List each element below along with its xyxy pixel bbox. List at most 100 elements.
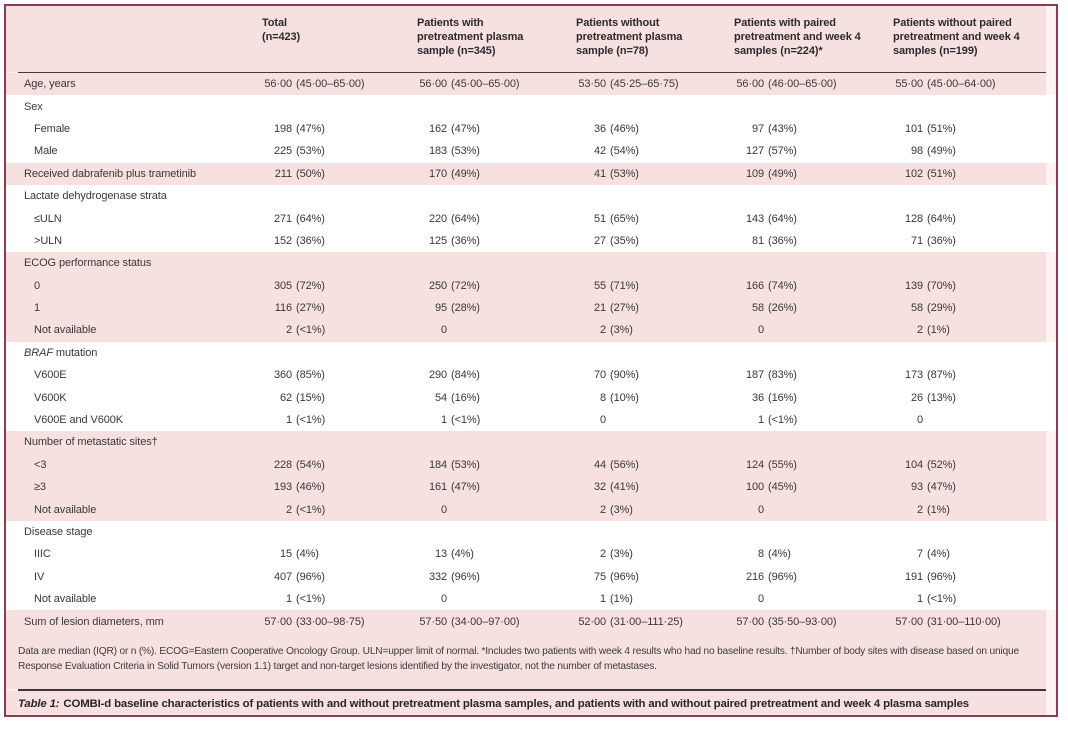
cell-value: 124 (55%)	[745, 458, 797, 471]
row-label: ≤ULN	[34, 212, 62, 225]
row-label: >ULN	[34, 234, 63, 247]
cell-value: 13 (4%)	[434, 548, 474, 561]
table-row: Not available 2 (<1%) 0 2 (3%) 0 2 (1%)	[6, 319, 1056, 342]
cell-value: 162 (47%)	[428, 122, 480, 135]
cell-value: 32 (41%)	[593, 481, 639, 494]
cell-value: 332 (96%)	[428, 570, 480, 583]
cell-value: 198 (47%)	[273, 122, 325, 135]
cell-value: 81 (36%)	[751, 234, 797, 247]
cell-value: 0	[757, 324, 764, 337]
cell-value: 1 (1%)	[599, 593, 633, 606]
cell-value: 58 (29%)	[910, 302, 956, 315]
row-label: <3	[34, 458, 47, 471]
cell-value: 250 (72%)	[428, 279, 480, 292]
cell-value: 98 (49%)	[910, 145, 956, 158]
caption-rule	[18, 688, 1046, 691]
table-row: Lactate dehydrogenase strata	[6, 184, 1056, 208]
table-row: Not available 2 (<1%) 0 2 (3%) 0 2 (1%)	[6, 498, 1056, 521]
cell-value: 93 (47%)	[910, 481, 956, 494]
row-label: Not available	[34, 324, 97, 337]
row-label: Lactate dehydrogenase strata	[24, 190, 167, 203]
cell-value: 70 (90%)	[593, 369, 639, 382]
table-row: Disease stage	[6, 520, 1056, 544]
cell-value: 56·00 (46·00–65·00)	[736, 78, 837, 91]
row-label: Male	[34, 145, 58, 158]
table-row: Age, years 56·00 (45·00–65·00) 56·00 (45·00–…	[6, 73, 1056, 96]
cell-value: 104 (52%)	[904, 458, 956, 471]
column-header-with-pretreatment: Patients with pretreatment plasma sample…	[417, 17, 524, 57]
cell-value: 2 (1%)	[916, 503, 950, 516]
cell-value: 173 (87%)	[904, 369, 956, 382]
table-row: ≤ULN 271 (64%) 220 (64%) 51 (65%) 143 (64%) 128 (6…	[6, 207, 1056, 230]
table-row: ≥3 193 (46%) 161 (47%) 32 (41%) 100 (45%) 93 (47%)	[6, 476, 1056, 499]
table-row: V600E and V600K 1 (<1%) 1 (<1%) 0 1 (<1%) 0	[6, 408, 1056, 432]
cell-value: 1 (<1%)	[440, 414, 481, 427]
row-label: Not available	[34, 503, 97, 516]
table-body: Age, years 56·00 (45·00–65·00) 56·00 (45·00–…	[6, 73, 1056, 633]
row-label: ≥3	[34, 481, 46, 494]
cell-value: 2 (3%)	[599, 548, 633, 561]
cell-value: 228 (54%)	[273, 458, 325, 471]
row-label: Disease stage	[24, 526, 93, 538]
row-label: IIIC	[34, 548, 51, 561]
cell-value: 305 (72%)	[273, 279, 325, 292]
cell-value: 21 (27%)	[593, 302, 639, 315]
cell-value: 225 (53%)	[273, 145, 325, 158]
cell-value: 58 (26%)	[751, 302, 797, 315]
row-label: Sum of lesion diameters, mm	[24, 615, 164, 628]
row-label: 0	[34, 279, 41, 292]
cell-value: 71 (36%)	[910, 234, 956, 247]
table-frame: Total (n=423) Patients with pretreatment…	[4, 4, 1058, 717]
cell-value: 26 (13%)	[910, 391, 956, 404]
cell-value: 184 (53%)	[428, 458, 480, 471]
cell-value: 62 (15%)	[279, 391, 325, 404]
cell-value: 161 (47%)	[428, 481, 480, 494]
table-row: Male 225 (53%) 183 (53%) 42 (54%) 127 (57%) 98 (49…	[6, 140, 1056, 163]
cell-value: 57·00 (35·50–93·00)	[736, 615, 837, 628]
table-row: V600K 62 (15%) 54 (16%) 8 (10%) 36 (16%) 26 (13%)	[6, 386, 1056, 409]
cell-value: 100 (45%)	[745, 481, 797, 494]
column-header-without-paired: Patients without paired pretreatment and…	[893, 17, 1020, 57]
cell-value: 55·00 (45·00–64·00)	[895, 78, 996, 91]
cell-value: 75 (96%)	[593, 570, 639, 583]
column-header-with-paired: Patients with paired pretreatment and we…	[734, 17, 861, 57]
cell-value: 41 (53%)	[593, 167, 639, 180]
cell-value: 95 (28%)	[434, 302, 480, 315]
cell-value: 53·50 (45·25–65·75)	[578, 78, 679, 91]
row-label: IV	[34, 570, 45, 583]
cell-value: 97 (43%)	[751, 122, 797, 135]
cell-value: 143 (64%)	[745, 212, 797, 225]
row-label: ECOG performance status	[24, 257, 152, 270]
row-label: BRAF mutation	[24, 346, 98, 359]
cell-value: 183 (53%)	[428, 145, 480, 158]
cell-value: 127 (57%)	[745, 145, 797, 158]
cell-value: 55 (71%)	[593, 279, 639, 292]
row-label: Received dabrafenib plus trametinib	[24, 167, 196, 180]
table-row: IV 407 (96%) 332 (96%) 75 (96%) 216 (96%) 191 (96%…	[6, 565, 1056, 588]
cell-value: 36 (46%)	[593, 122, 639, 135]
column-header-stub	[6, 16, 256, 72]
cell-value: 1 (<1%)	[285, 593, 326, 606]
table-caption-text: COMBI-d baseline characteristics of pati…	[63, 698, 969, 711]
table-row: Not available 1 (<1%) 0 1 (1%) 0 1 (<1%)	[6, 587, 1056, 611]
cell-value: 1 (<1%)	[757, 414, 798, 427]
cell-value: 0	[440, 503, 447, 516]
row-label: V600E	[34, 369, 67, 382]
cell-value: 128 (64%)	[904, 212, 956, 225]
cell-value: 407 (96%)	[273, 570, 325, 583]
cell-value: 125 (36%)	[428, 234, 480, 247]
cell-value: 2 (<1%)	[285, 503, 326, 516]
row-label: Not available	[34, 593, 97, 606]
cell-value: 166 (74%)	[745, 279, 797, 292]
cell-value: 2 (3%)	[599, 324, 633, 337]
table-header-row: Total (n=423) Patients with pretreatment…	[6, 6, 1056, 72]
cell-value: 101 (51%)	[904, 122, 956, 135]
cell-value: 187 (83%)	[745, 369, 797, 382]
cell-value: 360 (85%)	[273, 369, 325, 382]
cell-value: 216 (96%)	[745, 570, 797, 583]
header-rule	[18, 72, 1046, 73]
table-row: ECOG performance status	[6, 252, 1056, 275]
cell-value: 152 (36%)	[273, 234, 325, 247]
cell-value: 27 (35%)	[593, 234, 639, 247]
table-row: Received dabrafenib plus trametinib 211 (5…	[6, 162, 1056, 185]
